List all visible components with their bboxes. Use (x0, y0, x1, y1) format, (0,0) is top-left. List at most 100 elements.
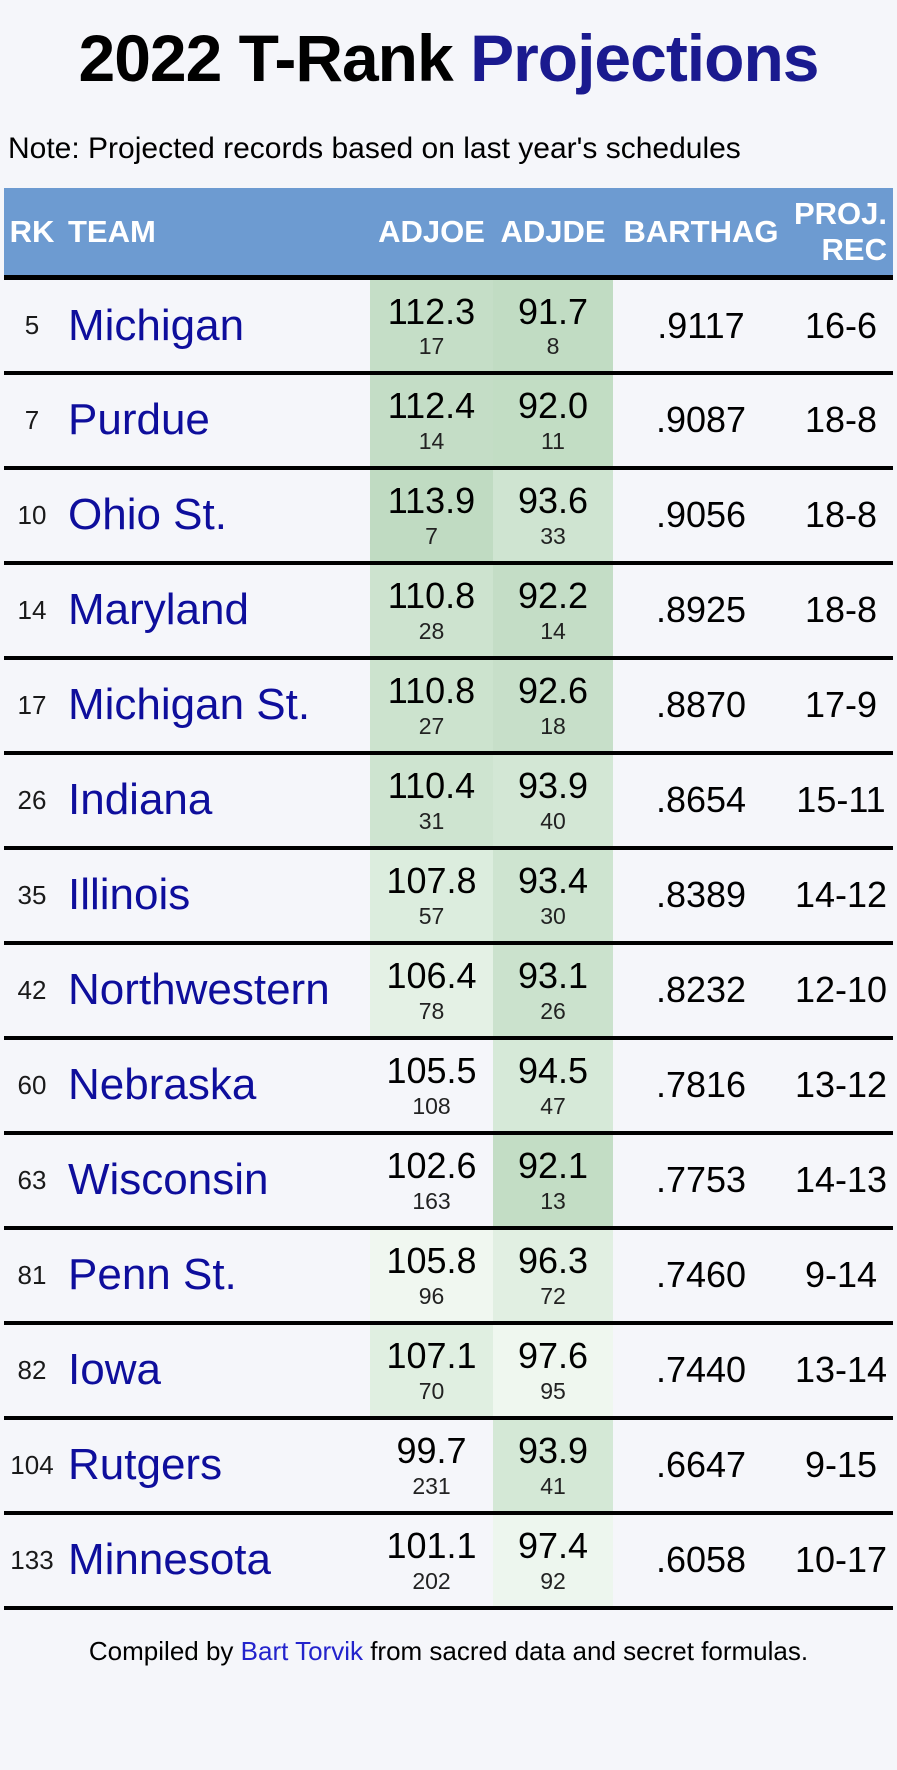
proj-rec-cell: 16-6 (804, 304, 878, 346)
team-link[interactable]: Rutgers (68, 1440, 223, 1490)
adjde-value: 93.6 (517, 480, 589, 522)
adjde-rank: 72 (540, 1282, 566, 1309)
proj-rec-cell: 12-10 (794, 969, 888, 1011)
adjoe-rank: 231 (412, 1472, 451, 1499)
team-link[interactable]: Indiana (68, 775, 213, 825)
rank-cell: 63 (17, 1164, 47, 1195)
barthag-cell: .9056 (655, 494, 747, 536)
team-link[interactable]: Wisconsin (68, 1155, 269, 1205)
adjde-rank: 8 (546, 332, 560, 359)
proj-rec-cell: 13-12 (794, 1064, 888, 1106)
adjoe-cell: 112.4 14 (370, 372, 493, 468)
barthag-cell: .7460 (655, 1254, 747, 1296)
adjde-cell: 97.4 92 (493, 1512, 613, 1608)
adjoe-rank: 7 (425, 522, 438, 549)
table-row: 133 Minnesota 101.1 202 97.4 92 .6058 10… (4, 1512, 893, 1608)
adjde-cell: 92.0 11 (493, 372, 613, 468)
adjde-cell: 93.9 41 (493, 1417, 613, 1513)
adjde-cell: 92.2 14 (493, 562, 613, 658)
barthag-cell: .8925 (655, 589, 747, 631)
adjde-rank: 95 (540, 1377, 566, 1404)
adjde-rank: 26 (540, 997, 566, 1024)
rank-cell: 17 (17, 689, 47, 720)
barthag-cell: .7816 (655, 1064, 747, 1106)
adjoe-rank: 17 (418, 332, 445, 359)
header-barthag[interactable]: BARTHAG (623, 213, 779, 249)
barthag-cell: .8654 (655, 779, 747, 821)
table-row: 17 Michigan St. 110.8 27 92.6 18 .8870 1… (4, 657, 893, 753)
header-team[interactable]: TEAM (68, 213, 156, 249)
adjde-value: 91.7 (517, 290, 589, 332)
adjoe-value: 102.6 (386, 1145, 477, 1187)
header-adjoe[interactable]: ADJOE (378, 213, 485, 249)
rank-cell: 10 (17, 499, 47, 530)
table-row: 35 Illinois 107.8 57 93.4 30 .8389 14-12 (4, 847, 893, 943)
adjde-rank: 33 (540, 522, 566, 549)
adjoe-cell: 113.9 7 (370, 467, 493, 563)
team-link[interactable]: Michigan (68, 300, 245, 350)
adjoe-cell: 107.8 57 (370, 847, 493, 943)
adjoe-rank: 163 (412, 1187, 451, 1214)
footer-link[interactable]: Bart Torvik (240, 1635, 363, 1666)
adjde-cell: 93.4 30 (493, 847, 613, 943)
adjde-rank: 47 (540, 1092, 566, 1119)
adjde-rank: 40 (540, 807, 566, 834)
team-link[interactable]: Nebraska (68, 1060, 257, 1110)
proj-rec-cell: 13-14 (794, 1349, 888, 1391)
adjde-rank: 13 (540, 1187, 566, 1214)
proj-rec-cell: 10-17 (794, 1539, 888, 1581)
team-link[interactable]: Ohio St. (68, 490, 227, 540)
adjoe-cell: 101.1 202 (370, 1513, 493, 1608)
team-link[interactable]: Illinois (68, 870, 191, 920)
adjde-value: 92.2 (517, 575, 589, 617)
adjde-rank: 14 (540, 617, 566, 644)
team-link[interactable]: Minnesota (68, 1535, 272, 1585)
proj-rec-cell: 9-14 (804, 1254, 878, 1296)
rank-cell: 81 (17, 1259, 47, 1290)
adjoe-cell: 112.3 17 (370, 277, 493, 373)
adjde-cell: 91.7 8 (493, 277, 613, 373)
adjde-rank: 92 (540, 1567, 566, 1594)
team-link[interactable]: Iowa (68, 1345, 161, 1395)
adjde-value: 92.0 (517, 385, 589, 427)
adjde-value: 92.1 (517, 1145, 589, 1187)
proj-rec-cell: 17-9 (804, 684, 878, 726)
adjde-cell: 93.1 26 (493, 942, 613, 1038)
adjde-value: 97.6 (517, 1335, 589, 1377)
proj-rec-cell: 18-8 (804, 494, 878, 536)
adjde-cell: 92.6 18 (493, 657, 613, 753)
table-row: 7 Purdue 112.4 14 92.0 11 .9087 18-8 (4, 372, 893, 468)
team-link[interactable]: Maryland (68, 585, 249, 635)
adjoe-rank: 108 (412, 1092, 451, 1119)
barthag-cell: .9117 (657, 304, 745, 346)
adjoe-rank: 31 (418, 807, 445, 834)
adjoe-value: 112.3 (387, 290, 476, 332)
note-text: Note: Projected records based on last ye… (8, 131, 741, 165)
team-link[interactable]: Purdue (68, 395, 210, 445)
barthag-cell: .6058 (655, 1539, 747, 1581)
table-body: 5 Michigan 112.3 17 91.7 8 .9117 16-6 7 … (4, 277, 893, 1608)
rank-cell: 14 (17, 594, 47, 625)
header-rk[interactable]: RK (9, 213, 55, 249)
barthag-cell: .8232 (655, 969, 747, 1011)
table-row: 81 Penn St. 105.8 96 96.3 72 .7460 9-14 (4, 1227, 893, 1323)
adjoe-value: 112.4 (387, 385, 476, 427)
adjde-value: 97.4 (517, 1525, 589, 1567)
header-adjde[interactable]: ADJDE (500, 213, 606, 249)
team-link[interactable]: Michigan St. (68, 680, 311, 730)
rank-cell: 7 (24, 404, 40, 435)
adjoe-value: 106.4 (386, 955, 477, 997)
rank-cell: 104 (10, 1449, 54, 1480)
rank-cell: 26 (17, 784, 47, 815)
adjde-value: 96.3 (517, 1240, 589, 1282)
adjoe-cell: 106.4 78 (370, 942, 493, 1038)
proj-rec-cell: 18-8 (804, 399, 878, 441)
header-proj-rec[interactable]: PROJ. REC (793, 196, 887, 267)
adjde-cell: 93.6 33 (493, 467, 613, 563)
team-link[interactable]: Penn St. (68, 1250, 237, 1300)
adjoe-value: 110.8 (387, 670, 476, 712)
team-link[interactable]: Northwestern (68, 965, 330, 1015)
rank-cell: 5 (24, 310, 40, 341)
rank-cell: 35 (17, 879, 47, 910)
